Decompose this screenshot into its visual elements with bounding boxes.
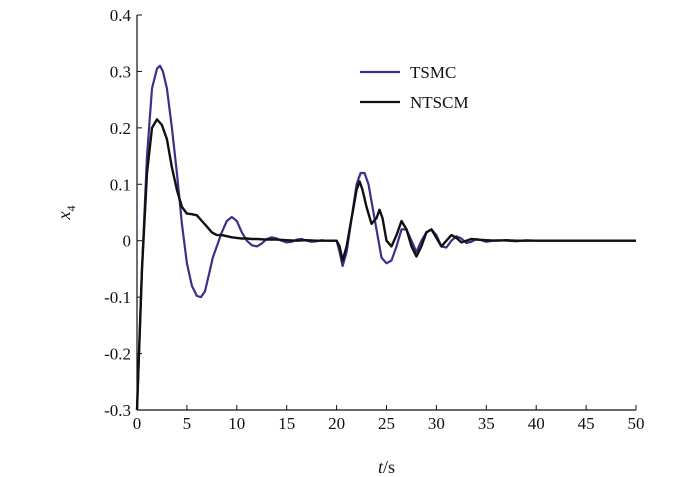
x-tick-label: 40 bbox=[528, 414, 545, 433]
y-axis-label: x4 bbox=[54, 206, 78, 221]
legend: TSMC NTSCM bbox=[360, 63, 469, 112]
y-tick-label: -0.1 bbox=[104, 288, 131, 307]
x-axis-label: t/s bbox=[378, 457, 395, 477]
x-tick-label: 45 bbox=[578, 414, 595, 433]
y-tick-label: 0 bbox=[123, 232, 132, 251]
x-tick-label: 5 bbox=[183, 414, 192, 433]
x-tick-label: 50 bbox=[628, 414, 645, 433]
x-tick-label: 15 bbox=[278, 414, 295, 433]
y-tick-label: -0.2 bbox=[104, 345, 131, 364]
legend-label-ntscm: NTSCM bbox=[410, 93, 469, 112]
y-tick-label: -0.3 bbox=[104, 401, 131, 420]
x-tick-label: 0 bbox=[133, 414, 142, 433]
series-line-ntscm bbox=[135, 118, 636, 411]
y-tick-label: 0.3 bbox=[110, 62, 131, 81]
series-line-tsmc bbox=[135, 64, 636, 411]
x-tick-label: 20 bbox=[328, 414, 345, 433]
y-tick-label: 0.2 bbox=[110, 119, 131, 138]
y-tick-label: 0.1 bbox=[110, 175, 131, 194]
axes: 0 5 10 15 20 25 30 35 40 45 50 -0.3 -0.2 -0.1 0 0.1 0.2 0… bbox=[54, 6, 645, 477]
legend-label-tsmc: TSMC bbox=[410, 63, 456, 82]
series-group bbox=[135, 64, 636, 411]
x-tick-label: 35 bbox=[478, 414, 495, 433]
y-tick-label: 0.4 bbox=[110, 6, 132, 25]
x-tick-label: 25 bbox=[378, 414, 395, 433]
x-tick-label: 10 bbox=[228, 414, 245, 433]
x-tick-label: 30 bbox=[428, 414, 445, 433]
